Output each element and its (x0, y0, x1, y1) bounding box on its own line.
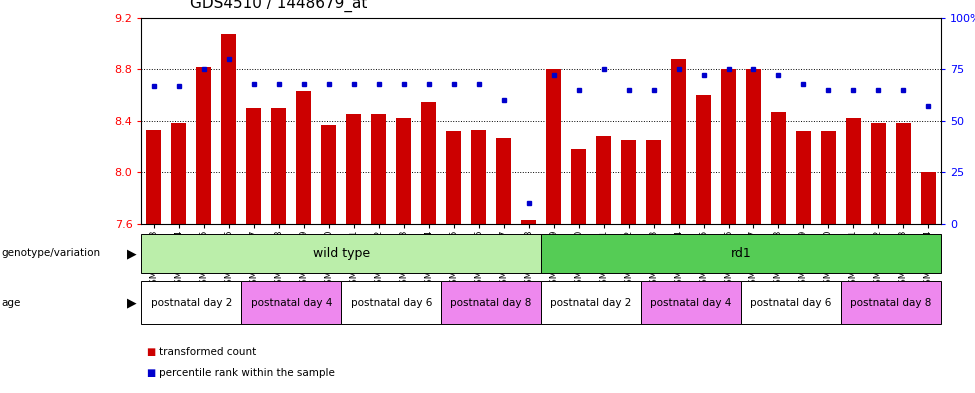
Bar (621, 140, 636, 224)
Text: transformed count: transformed count (159, 347, 256, 357)
Bar (346, 114, 362, 224)
Bar (396, 118, 411, 224)
Bar (146, 130, 161, 224)
Bar (646, 140, 661, 224)
Bar (271, 108, 287, 224)
Bar (696, 95, 711, 224)
Bar (441, 281, 541, 324)
Bar (541, 281, 642, 324)
Bar (571, 149, 586, 224)
Bar (172, 123, 186, 224)
Bar (746, 69, 760, 224)
Bar (447, 131, 461, 224)
Bar (642, 281, 741, 324)
Bar (341, 281, 441, 324)
Bar (522, 220, 536, 224)
Bar (221, 35, 236, 224)
Bar (840, 281, 941, 324)
Text: ▶: ▶ (127, 296, 136, 309)
Bar (846, 118, 861, 224)
Bar (322, 125, 336, 224)
Text: postnatal day 4: postnatal day 4 (650, 298, 731, 308)
Bar (671, 59, 686, 224)
Text: postnatal day 6: postnatal day 6 (351, 298, 432, 308)
Text: postnatal day 8: postnatal day 8 (850, 298, 931, 308)
Bar (920, 173, 936, 224)
Text: ▶: ▶ (127, 247, 136, 260)
Text: genotype/variation: genotype/variation (1, 248, 100, 259)
Bar (896, 123, 911, 224)
Bar (741, 281, 840, 324)
Bar (546, 69, 562, 224)
Bar (196, 67, 212, 224)
Bar (596, 136, 611, 224)
Text: ■: ■ (146, 347, 155, 357)
Text: postnatal day 4: postnatal day 4 (251, 298, 332, 308)
Bar (541, 234, 941, 273)
Text: percentile rank within the sample: percentile rank within the sample (159, 368, 334, 378)
Text: postnatal day 2: postnatal day 2 (551, 298, 632, 308)
Bar (821, 131, 836, 224)
Bar (296, 91, 311, 224)
Bar (721, 69, 736, 224)
Bar (141, 234, 541, 273)
Bar (871, 123, 886, 224)
Text: postnatal day 2: postnatal day 2 (151, 298, 232, 308)
Bar (771, 112, 786, 224)
Bar (371, 114, 386, 224)
Text: ■: ■ (146, 368, 155, 378)
Text: age: age (1, 298, 20, 308)
Bar (421, 101, 436, 224)
Bar (141, 281, 242, 324)
Bar (496, 138, 511, 224)
Text: postnatal day 8: postnatal day 8 (450, 298, 531, 308)
Bar (242, 281, 341, 324)
Text: postnatal day 6: postnatal day 6 (751, 298, 832, 308)
Bar (796, 131, 811, 224)
Text: rd1: rd1 (730, 247, 752, 260)
Bar (471, 130, 487, 224)
Bar (247, 108, 261, 224)
Text: wild type: wild type (313, 247, 370, 260)
Text: GDS4510 / 1448679_at: GDS4510 / 1448679_at (190, 0, 368, 12)
